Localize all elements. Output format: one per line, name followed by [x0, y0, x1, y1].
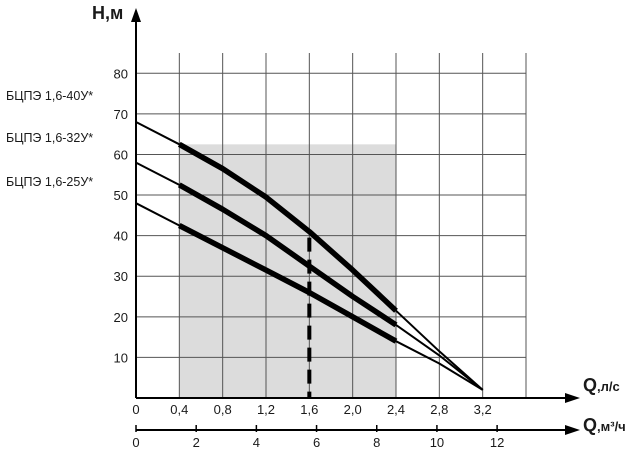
y-tick-label: 20: [114, 310, 128, 325]
series-working-segment-3: [178, 223, 398, 344]
series-working-segment-1: [177, 141, 398, 313]
y-tick-label: 70: [114, 107, 128, 122]
x-axis-arrow-m3h: [565, 425, 580, 435]
x-tick-label-ls: 2,4: [387, 402, 405, 417]
x-tick-label-ls: 3,2: [474, 402, 492, 417]
x-tick-label-ls: 1,2: [257, 402, 275, 417]
working-range-shading: [179, 144, 396, 398]
x-tick-label-m3h: 6: [313, 435, 320, 450]
series-group: БЦПЭ 1,6-40У* БЦПЭ 1,6-32У* БЦПЭ 1,6-25У*: [6, 89, 484, 391]
y-tick-label: 50: [114, 188, 128, 203]
y-tick-label: 60: [114, 147, 128, 162]
x-axis-title-m3h: Q,м³/ч: [583, 415, 626, 435]
x-tick-label-m3h: 10: [430, 435, 444, 450]
x-tick-label-ls: 0: [132, 402, 139, 417]
y-axis-title: H,м: [92, 3, 123, 23]
x-axis-unit-ls: ,л/с: [597, 379, 620, 394]
x-tick-label-m3h: 12: [490, 435, 504, 450]
y-axis-arrow: [131, 8, 141, 22]
series-label-3: БЦПЭ 1,6-25У*: [6, 175, 93, 189]
x-tick-label-m3h: 0: [132, 435, 139, 450]
y-tick-label: 40: [114, 229, 128, 244]
x-axis-arrow-ls: [565, 393, 580, 403]
x-tick-label-ls: 2,8: [430, 402, 448, 417]
x-axis-title-ls: Q,л/с: [583, 375, 620, 395]
x-tick-label-ls: 2,0: [344, 402, 362, 417]
x-axis-symbol-m3h: Q: [583, 415, 597, 435]
y-tick-label: 10: [114, 350, 128, 365]
x-tick-label-ls: 0,4: [170, 402, 188, 417]
series-label-2: БЦПЭ 1,6-32У*: [6, 131, 93, 145]
x-tick-label-m3h: 2: [193, 435, 200, 450]
working-range-area: [179, 144, 396, 398]
y-tick-label: 80: [114, 66, 128, 81]
grid: [136, 53, 527, 398]
series-label-1: БЦПЭ 1,6-40У*: [6, 89, 93, 103]
x-axis-unit-m3h: ,м³/ч: [597, 419, 626, 434]
x-tick-label-ls: 0,8: [214, 402, 232, 417]
x-tick-label-m3h: 4: [253, 435, 260, 450]
x-tick-label-m3h: 8: [373, 435, 380, 450]
x-axis-symbol-ls: Q: [583, 375, 597, 395]
x-tick-label-ls: 1,6: [300, 402, 318, 417]
y-tick-label: 30: [114, 269, 128, 284]
series-working-segment-2: [177, 182, 398, 328]
